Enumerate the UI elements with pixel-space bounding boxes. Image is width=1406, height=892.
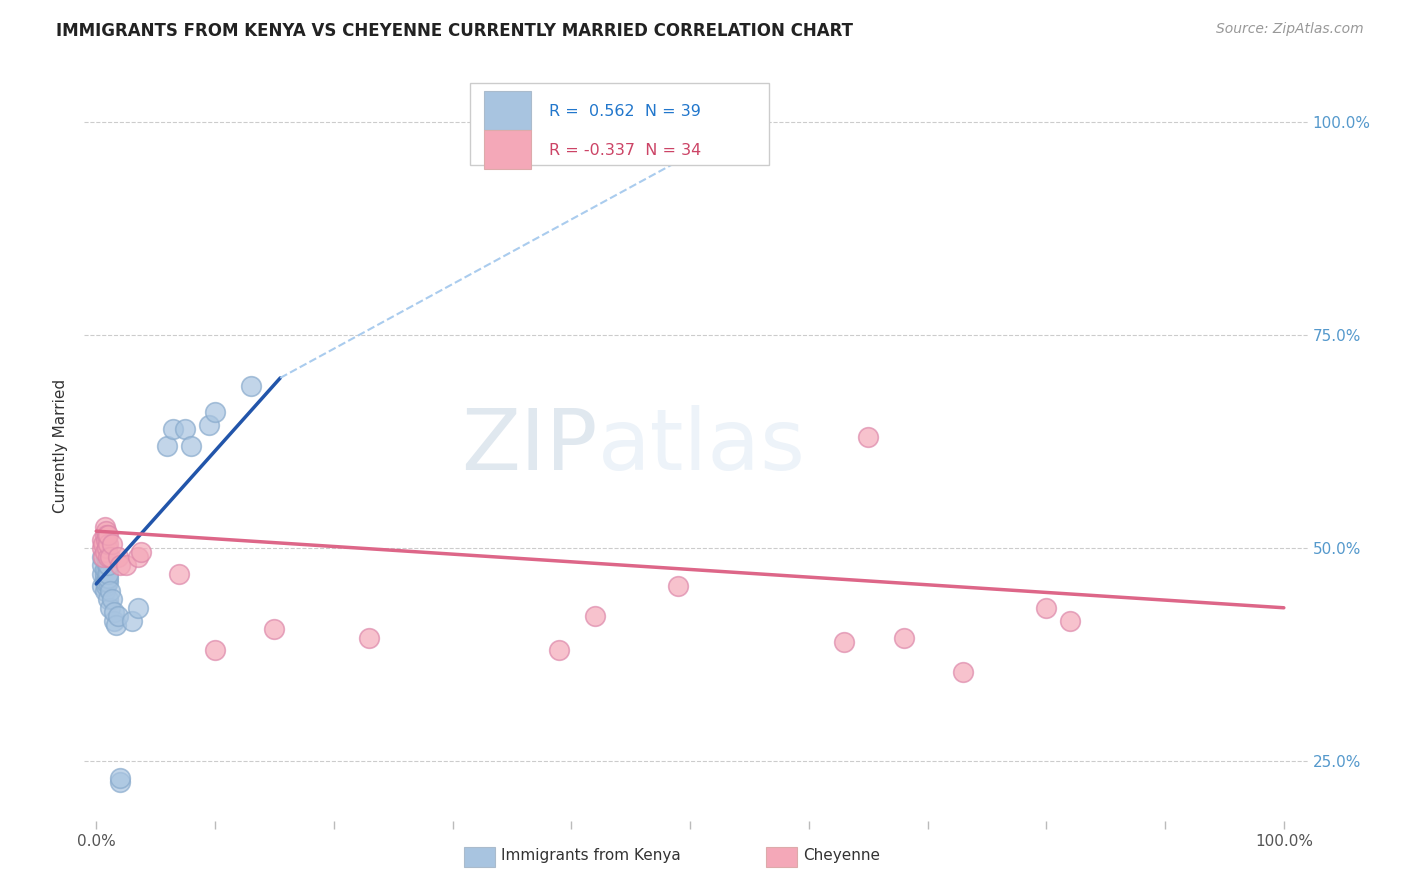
Point	[96, 541, 118, 556]
Point	[96, 528, 118, 542]
Point	[91, 580, 114, 594]
Point	[91, 533, 114, 547]
Point	[91, 566, 114, 581]
Point	[180, 439, 202, 453]
Point	[100, 600, 122, 615]
Point	[97, 592, 120, 607]
Point	[100, 537, 122, 551]
FancyBboxPatch shape	[470, 83, 769, 165]
Point	[548, 643, 571, 657]
Point	[100, 592, 122, 607]
Text: Cheyenne: Cheyenne	[803, 847, 880, 863]
Point	[108, 775, 131, 789]
Point	[97, 537, 120, 551]
Point	[93, 537, 115, 551]
Point	[93, 575, 115, 590]
Text: ZIP: ZIP	[461, 404, 598, 488]
Point	[131, 545, 153, 559]
Point	[94, 549, 117, 564]
Point	[239, 379, 262, 393]
Point	[96, 558, 118, 573]
Point	[856, 430, 879, 444]
Point	[96, 566, 118, 581]
Point	[97, 528, 120, 542]
Point	[97, 575, 120, 590]
Point	[263, 622, 285, 636]
Point	[97, 571, 120, 585]
Point	[91, 541, 114, 556]
Point	[204, 405, 226, 419]
Point	[97, 549, 120, 564]
Point	[834, 635, 856, 649]
Point	[94, 575, 117, 590]
Point	[156, 439, 179, 453]
Point	[96, 571, 118, 585]
Point	[1059, 614, 1081, 628]
Point	[94, 533, 117, 547]
Point	[94, 580, 117, 594]
Point	[103, 605, 125, 619]
Point	[115, 558, 138, 573]
Point	[127, 549, 149, 564]
Point	[204, 643, 226, 657]
Point	[108, 558, 131, 573]
Point	[666, 580, 689, 594]
Point	[93, 583, 115, 598]
Point	[198, 417, 221, 432]
Point	[952, 665, 974, 679]
Point	[97, 566, 120, 581]
Point	[162, 422, 184, 436]
Text: IMMIGRANTS FROM KENYA VS CHEYENNE CURRENTLY MARRIED CORRELATION CHART: IMMIGRANTS FROM KENYA VS CHEYENNE CURREN…	[56, 22, 853, 40]
Point	[100, 549, 122, 564]
Point	[93, 549, 115, 564]
Point	[93, 571, 115, 585]
Text: R = -0.337  N = 34: R = -0.337 N = 34	[550, 143, 702, 158]
Point	[103, 614, 125, 628]
Point	[93, 528, 115, 542]
Point	[93, 520, 115, 534]
Text: atlas: atlas	[598, 404, 806, 488]
Point	[105, 617, 128, 632]
Point	[96, 549, 118, 564]
Y-axis label: Currently Married: Currently Married	[53, 379, 69, 513]
Text: R =  0.562  N = 39: R = 0.562 N = 39	[550, 104, 702, 119]
Text: Source: ZipAtlas.com: Source: ZipAtlas.com	[1216, 22, 1364, 37]
Point	[108, 771, 131, 785]
Point	[107, 549, 129, 564]
Point	[583, 609, 606, 624]
Point	[893, 631, 915, 645]
Point	[91, 558, 114, 573]
Bar	[484, 91, 531, 130]
Point	[107, 609, 129, 624]
Point	[94, 524, 117, 538]
Text: Immigrants from Kenya: Immigrants from Kenya	[501, 847, 681, 863]
Point	[97, 558, 120, 573]
Point	[1035, 600, 1057, 615]
Point	[100, 583, 122, 598]
Point	[93, 566, 115, 581]
Point	[127, 600, 149, 615]
Point	[93, 545, 115, 559]
Bar	[484, 130, 531, 169]
Point	[93, 562, 115, 576]
Point	[359, 631, 381, 645]
Point	[121, 614, 143, 628]
Point	[169, 566, 191, 581]
Point	[174, 422, 197, 436]
Point	[91, 549, 114, 564]
